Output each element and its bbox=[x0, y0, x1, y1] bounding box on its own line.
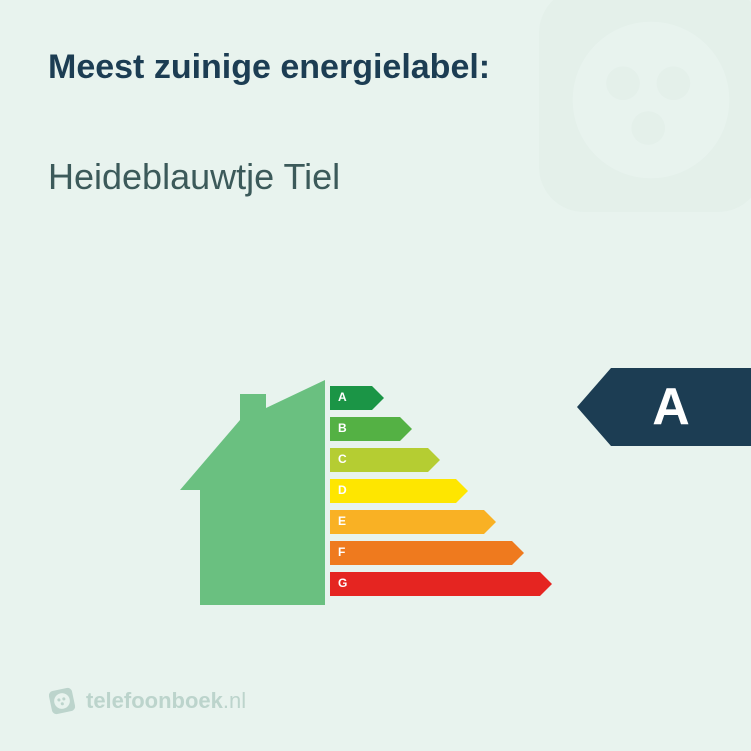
footer-logo-icon bbox=[45, 684, 78, 717]
energy-bar-label: E bbox=[338, 514, 346, 528]
indicator-arrow bbox=[577, 368, 611, 446]
rating-indicator: A bbox=[577, 368, 751, 446]
energy-bar-label: B bbox=[338, 421, 347, 435]
energy-bar-c: C bbox=[330, 448, 540, 472]
footer-brand: telefoonboek.nl bbox=[48, 687, 246, 715]
energy-bar-d: D bbox=[330, 479, 540, 503]
footer-brand-rest: .nl bbox=[223, 688, 246, 713]
page-title: Meest zuinige energielabel: bbox=[48, 48, 490, 87]
energy-bar-f: F bbox=[330, 541, 540, 565]
energy-bar-a: A bbox=[330, 386, 540, 410]
indicator-letter: A bbox=[611, 368, 751, 446]
energy-bar-label: G bbox=[338, 576, 347, 590]
energy-bar-label: C bbox=[338, 452, 347, 466]
footer-brand-bold: telefoonboek bbox=[86, 688, 223, 713]
location-name: Heideblauwtje Tiel bbox=[48, 156, 340, 198]
house-icon bbox=[180, 380, 325, 605]
watermark-logo bbox=[511, 0, 751, 240]
footer-text: telefoonboek.nl bbox=[86, 688, 246, 714]
energy-bar-e: E bbox=[330, 510, 540, 534]
energy-bar-label: A bbox=[338, 390, 347, 404]
energy-label-chart: A B C D E F G bbox=[180, 380, 600, 610]
energy-bar-g: G bbox=[330, 572, 540, 596]
energy-bars: A B C D E F G bbox=[330, 386, 540, 603]
energy-bar-b: B bbox=[330, 417, 540, 441]
energy-bar-label: F bbox=[338, 545, 345, 559]
energy-bar-label: D bbox=[338, 483, 347, 497]
